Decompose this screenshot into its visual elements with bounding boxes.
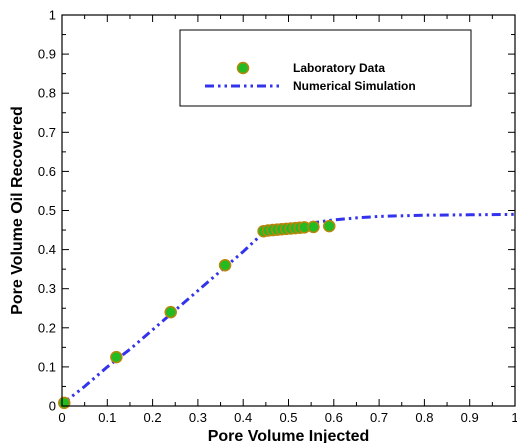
x-tick-label: 0.2 [144,410,162,425]
data-point-laboratory [111,352,122,363]
y-tick-label: 0.3 [38,281,56,296]
x-tick-label: 0 [58,410,65,425]
x-tick-label: 0.6 [325,410,343,425]
legend: Laboratory Data Numerical Simulation [180,30,471,106]
y-tick-label: 0.7 [38,125,56,140]
y-tick-label: 0.4 [38,242,56,257]
plot-area [59,214,515,408]
legend-label-laboratory-data: Laboratory Data [293,61,385,75]
x-axis-title: Pore Volume Injected [208,428,370,443]
data-point-laboratory [220,260,231,271]
legend-label-numerical-simulation: Numerical Simulation [293,79,416,93]
y-tick-label: 0.9 [38,47,56,62]
data-point-laboratory [59,397,70,408]
y-tick-label: 1 [49,8,56,23]
y-axis-title: Pore Volume Oil Recovered [9,106,26,315]
y-tick-label: 0.6 [38,164,56,179]
data-point-laboratory [324,221,335,232]
x-tick-label: 0.9 [461,410,479,425]
x-tick-label: 0.1 [98,410,116,425]
data-point-laboratory [308,221,319,232]
x-tick-label: 0.3 [189,410,207,425]
x-tick-label: 0.4 [234,410,252,425]
x-tick-label: 1 [511,410,517,425]
x-tick-label: 0.7 [370,410,388,425]
x-tick-label: 0.8 [415,410,433,425]
y-tick-label: 0.8 [38,86,56,101]
legend-marker-laboratory-data [238,63,249,74]
y-tick-label: 0 [49,399,56,414]
x-tick-label: 0.5 [279,410,297,425]
y-tick-label: 0.2 [38,320,56,335]
y-tick-label: 0.5 [38,203,56,218]
series-line-numerical-simulation [62,214,515,404]
data-point-laboratory [165,307,176,318]
y-tick-label: 0.1 [38,359,56,374]
